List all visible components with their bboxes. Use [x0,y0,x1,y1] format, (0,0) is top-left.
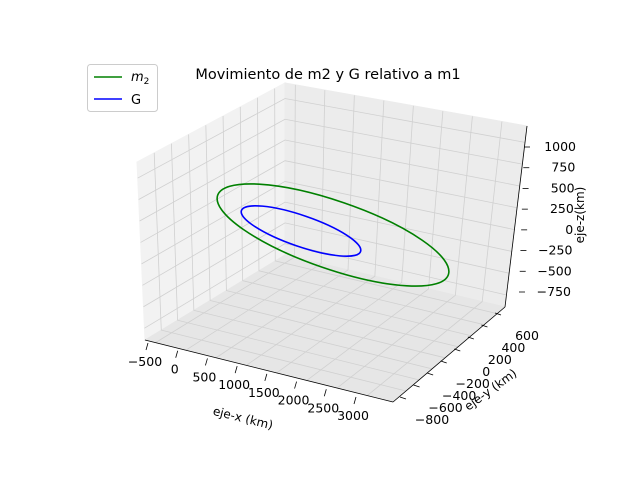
y-tick-label: −800 [415,412,449,427]
x-tick-label: 2500 [307,400,339,415]
x-tick-mark [145,342,149,351]
x-tick-label: 3000 [337,408,369,423]
chart-title: Movimiento de m2 y G relativo a m1 [195,67,460,83]
y-tick-label: 400 [501,340,525,355]
y-tick-label: −400 [442,388,476,403]
orbit-series [216,183,450,287]
legend-label-g: G [131,93,141,108]
x-tick-mark [323,389,327,397]
z-tick-label: 750 [551,160,575,175]
x-tick-label: 1000 [218,377,250,392]
x-tick-label: 500 [192,369,216,384]
z-gridline [142,201,512,286]
x-tick-mark [175,350,179,358]
legend-label-m2: m2 [131,70,149,87]
z-gridline [143,222,510,308]
y-tick-label: 0 [482,364,490,379]
z-axis-line [504,125,528,308]
grid-lines [137,84,526,396]
y-tick-mark [413,384,420,388]
x-tick-mark [353,396,357,405]
y-tick-label: 600 [515,328,539,343]
z-gridline [139,139,520,222]
x-tick-mark [234,366,238,374]
y-tick-mark [481,324,488,328]
y-tick-label: −200 [456,376,490,391]
y-tick-mark [494,312,502,316]
x-tick-label: 0 [171,362,179,377]
x-tick-mark [264,373,268,381]
legend: m2 G [87,64,158,112]
x-tick-mark [294,381,297,389]
z-gridline [144,243,507,329]
z-tick-label: 500 [551,180,575,195]
y-tick-label: 200 [488,352,512,367]
z-tick-label: −250 [538,243,572,258]
x-tick-mark [205,358,208,366]
y-tick-mark [399,396,407,400]
y-tick-mark [427,372,434,376]
orbit-g [240,204,362,258]
y-axis-line [392,306,506,403]
y-tick-mark [440,360,447,364]
y-tick-label: −600 [428,400,462,415]
x-axis-label: eje-x (km) [212,404,275,432]
z-gridline [138,118,523,200]
x-axis-line [144,339,394,403]
z-gridline [140,160,518,243]
y-tick-mark [467,336,474,340]
z-tick-label: 0 [565,222,573,237]
axis-lines [144,125,530,405]
z-tick-label: −500 [537,263,571,278]
orbit-m2 [216,183,450,287]
x-tick-label: −500 [128,354,162,369]
axes-panes [136,82,528,403]
z-tick-label: 1000 [544,139,576,154]
x-tick-label: 1500 [248,385,280,400]
y-tick-mark [454,348,461,352]
z-gridline [141,181,515,265]
z-tick-label: −750 [537,284,571,299]
z-gridline [137,98,526,179]
legend-frame [87,64,158,112]
z-axis-label: eje-z(km) [573,187,587,244]
z-tick-label: 250 [550,201,574,216]
x-tick-label: 2000 [278,393,310,408]
